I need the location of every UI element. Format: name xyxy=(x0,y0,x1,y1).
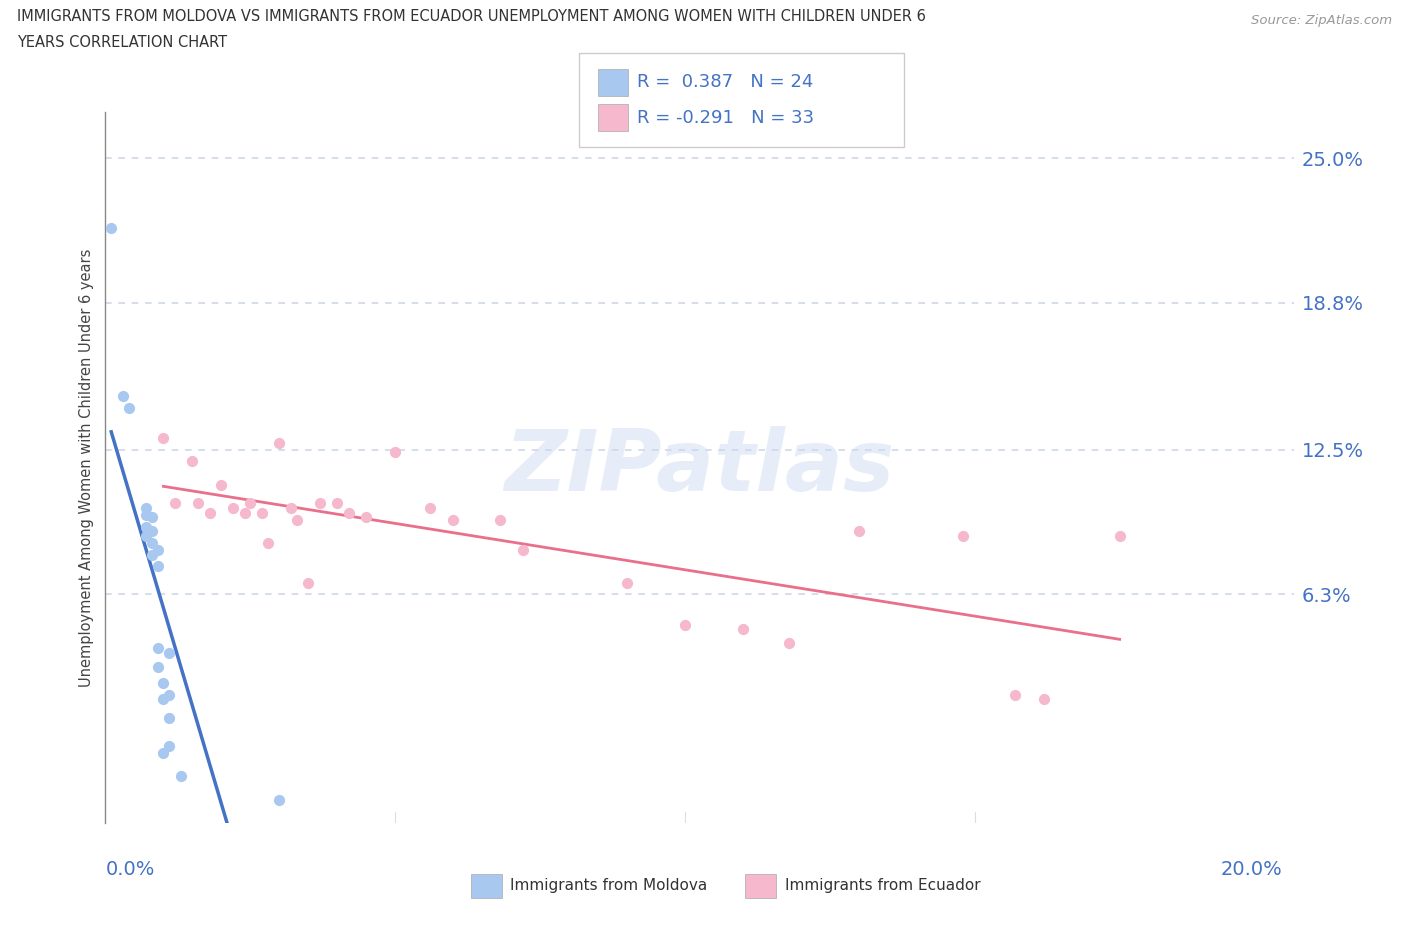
Text: R =  0.387   N = 24: R = 0.387 N = 24 xyxy=(637,73,813,91)
Point xyxy=(616,576,638,591)
Point xyxy=(146,659,169,674)
Point xyxy=(222,500,245,515)
Text: Immigrants from Moldova: Immigrants from Moldova xyxy=(510,878,707,893)
Text: Immigrants from Ecuador: Immigrants from Ecuador xyxy=(785,878,980,893)
Point xyxy=(141,524,163,538)
Point xyxy=(848,524,870,538)
Point xyxy=(280,500,302,515)
Point xyxy=(111,389,134,404)
Point xyxy=(209,477,232,492)
Point xyxy=(152,692,174,707)
Point xyxy=(157,711,180,725)
Point xyxy=(488,512,510,527)
Point xyxy=(731,622,754,637)
Text: R = -0.291   N = 33: R = -0.291 N = 33 xyxy=(637,109,814,126)
Point xyxy=(778,636,800,651)
Point xyxy=(198,505,221,520)
Point xyxy=(141,548,163,563)
Point xyxy=(384,445,406,459)
Point xyxy=(152,746,174,761)
Text: Source: ZipAtlas.com: Source: ZipAtlas.com xyxy=(1251,14,1392,27)
Point xyxy=(326,496,349,511)
Point xyxy=(297,576,319,591)
Text: 20.0%: 20.0% xyxy=(1220,860,1282,880)
Point xyxy=(1108,528,1130,543)
Point xyxy=(441,512,464,527)
Point xyxy=(146,559,169,574)
Text: YEARS CORRELATION CHART: YEARS CORRELATION CHART xyxy=(17,35,226,50)
Point xyxy=(354,510,377,525)
Point xyxy=(419,500,441,515)
Point xyxy=(141,510,163,525)
Point xyxy=(135,519,157,534)
Point xyxy=(233,505,256,520)
Point xyxy=(157,645,180,660)
Text: ZIPatlas: ZIPatlas xyxy=(505,426,894,509)
Point xyxy=(256,536,278,551)
Point xyxy=(152,676,174,691)
Point xyxy=(187,496,209,511)
Point xyxy=(337,505,360,520)
Point xyxy=(250,505,273,520)
Text: IMMIGRANTS FROM MOLDOVA VS IMMIGRANTS FROM ECUADOR UNEMPLOYMENT AMONG WOMEN WITH: IMMIGRANTS FROM MOLDOVA VS IMMIGRANTS FR… xyxy=(17,9,925,24)
Point xyxy=(100,220,122,235)
Point xyxy=(135,508,157,523)
Point xyxy=(135,500,157,515)
Point xyxy=(673,618,696,632)
Point xyxy=(309,496,332,511)
Text: 0.0%: 0.0% xyxy=(105,860,155,880)
Point xyxy=(1004,687,1026,702)
Point xyxy=(146,543,169,558)
Point xyxy=(152,431,174,445)
Point xyxy=(117,401,139,416)
Point xyxy=(239,496,262,511)
Point xyxy=(181,454,204,469)
Point xyxy=(170,769,193,784)
Point xyxy=(157,687,180,702)
Point xyxy=(269,792,291,807)
Point xyxy=(157,738,180,753)
Y-axis label: Unemployment Among Women with Children Under 6 years: Unemployment Among Women with Children U… xyxy=(79,248,94,686)
Point xyxy=(952,528,974,543)
Point xyxy=(285,512,308,527)
Point xyxy=(512,543,534,558)
Point xyxy=(135,528,157,543)
Point xyxy=(163,496,186,511)
Point xyxy=(141,536,163,551)
Point xyxy=(146,641,169,656)
Point xyxy=(269,435,291,450)
Point xyxy=(1033,692,1056,707)
